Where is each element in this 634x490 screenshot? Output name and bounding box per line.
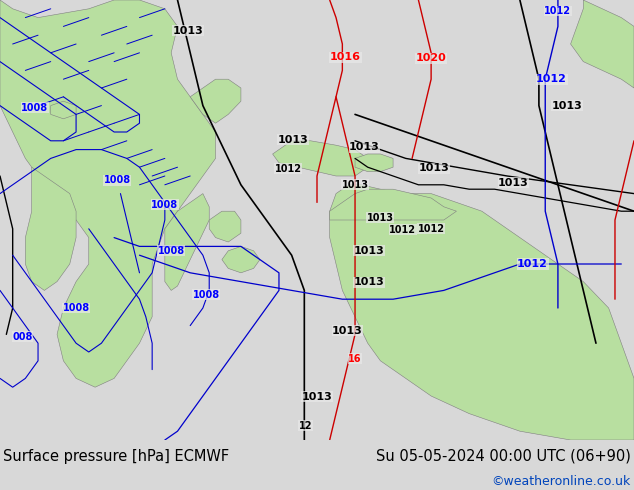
Polygon shape <box>51 101 76 119</box>
Text: 16: 16 <box>348 354 362 364</box>
Text: Surface pressure [hPa] ECMWF: Surface pressure [hPa] ECMWF <box>3 448 230 464</box>
Text: 1013: 1013 <box>367 213 394 223</box>
Text: Su 05-05-2024 00:00 UTC (06+90): Su 05-05-2024 00:00 UTC (06+90) <box>376 448 631 464</box>
Text: 1008: 1008 <box>193 290 219 300</box>
Text: 1013: 1013 <box>302 392 332 402</box>
Text: 1008: 1008 <box>63 303 89 313</box>
Polygon shape <box>355 154 393 172</box>
Text: 1013: 1013 <box>419 163 450 173</box>
Polygon shape <box>571 0 634 88</box>
Text: 1013: 1013 <box>349 143 380 152</box>
Text: 1013: 1013 <box>172 26 203 36</box>
Text: 1013: 1013 <box>354 277 384 288</box>
Text: 1008: 1008 <box>104 175 131 185</box>
Text: 1013: 1013 <box>332 326 363 336</box>
Text: 008: 008 <box>12 332 32 342</box>
Text: 1013: 1013 <box>354 246 384 256</box>
Text: 1012: 1012 <box>389 225 416 235</box>
Polygon shape <box>330 185 634 440</box>
Polygon shape <box>0 0 216 387</box>
Text: 1013: 1013 <box>278 135 308 145</box>
Polygon shape <box>330 189 456 220</box>
Text: 12: 12 <box>299 421 313 431</box>
Text: 1008: 1008 <box>158 246 184 256</box>
Text: 1012: 1012 <box>536 74 567 84</box>
Text: 1016: 1016 <box>330 52 361 62</box>
Text: 1020: 1020 <box>416 53 446 63</box>
Text: ©weatheronline.co.uk: ©weatheronline.co.uk <box>491 474 631 488</box>
Text: 1012: 1012 <box>545 6 571 16</box>
Text: 1012: 1012 <box>517 259 548 269</box>
Polygon shape <box>165 194 209 291</box>
Text: 1012: 1012 <box>275 164 302 174</box>
Polygon shape <box>273 141 368 176</box>
Text: 1008: 1008 <box>22 103 48 113</box>
Polygon shape <box>190 79 241 123</box>
Text: 1013: 1013 <box>342 180 368 190</box>
Text: 1008: 1008 <box>152 199 178 210</box>
Text: 1012: 1012 <box>418 224 444 234</box>
Polygon shape <box>25 167 76 291</box>
Polygon shape <box>222 246 260 273</box>
Polygon shape <box>209 211 241 242</box>
Text: 1013: 1013 <box>552 100 583 111</box>
Text: 1013: 1013 <box>498 177 529 188</box>
